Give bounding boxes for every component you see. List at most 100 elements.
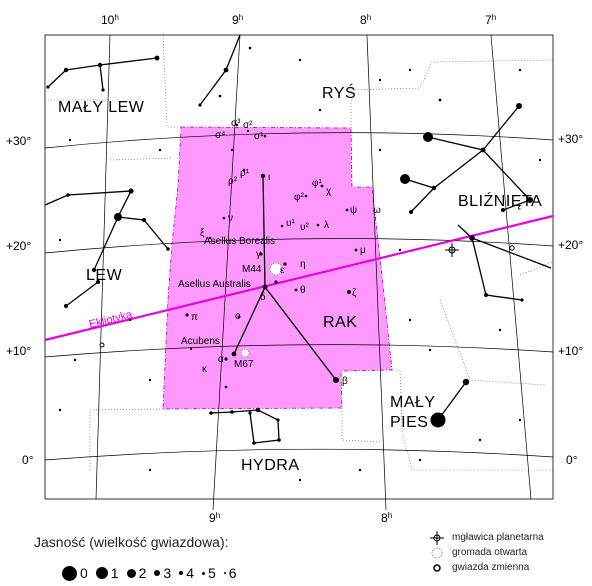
dec-label-20-right: +20° — [558, 238, 583, 252]
star-label-iota: ι — [268, 172, 270, 183]
magnitude-label: 3 — [163, 565, 172, 581]
magnitude-dot — [126, 568, 136, 578]
magnitude-dot — [201, 571, 205, 575]
dec-label-10-right: +10° — [558, 344, 583, 358]
constellation-label-canis-minor-2: PIES — [390, 414, 428, 431]
constellation-label-leo: LEW — [86, 267, 123, 284]
open-cluster-icon — [428, 546, 446, 560]
magnitude-item: 4 — [179, 565, 194, 581]
magnitude-dot — [223, 572, 226, 574]
ecliptic-label: Ekliptyka — [88, 308, 134, 331]
star-label-epsilon: ε — [280, 265, 285, 276]
star-label-xi: ξ — [200, 228, 205, 239]
star-name-acubens: Acubens — [181, 336, 220, 347]
star-label-rho2: ρ² — [228, 176, 238, 187]
star-label-nu: ν — [228, 213, 233, 224]
dec-label-0-right: 0° — [566, 453, 578, 467]
magnitude-scale: 0 1 2 3 4 5 6 — [62, 565, 241, 581]
object-legend: mgławica planetarna gromada otwarta gwia… — [428, 530, 544, 575]
constellation-label-cancer: RAK — [323, 314, 357, 331]
dec-label-0-left: 0° — [22, 453, 34, 467]
legend-label: mgławica planetarna — [452, 532, 544, 543]
magnitude-label: 0 — [80, 565, 88, 581]
constellation-label-lynx: RYŚ — [322, 83, 356, 102]
dec-label-30-right: +30° — [558, 132, 583, 146]
star-label-phi1: φ¹ — [312, 178, 322, 189]
dec-label-20-left: +20° — [6, 239, 31, 253]
planetary-nebula-marker — [445, 243, 459, 257]
constellation-label-canis-minor-1: MAŁY — [390, 394, 436, 411]
magnitude-label: 6 — [228, 565, 237, 581]
variable-star-icon — [428, 561, 446, 575]
magnitude-item: 3 — [154, 565, 171, 581]
star-label-delta: δ — [260, 292, 266, 303]
m67-cluster-marker — [240, 348, 250, 358]
star-label-omicron: ο — [235, 311, 241, 322]
magnitude-item: 6 — [223, 565, 237, 581]
planetary-nebula-icon — [428, 530, 446, 545]
legend-label: gromada otwarta — [452, 547, 528, 558]
star-label-kappa: κ — [202, 364, 208, 375]
star-label-omega: ω — [373, 205, 381, 216]
legend-label: gwiazda zmienna — [452, 562, 530, 573]
ra-lines — [95, 34, 532, 511]
star-label-pi: π — [191, 312, 198, 323]
ra-label-10h: 10h — [101, 13, 119, 27]
variable-star-marker — [99, 342, 105, 348]
magnitude-dot — [179, 571, 184, 575]
magnitude-dot — [154, 570, 161, 576]
magnitude-label: 4 — [186, 565, 194, 581]
star-label-eta: η — [300, 259, 306, 270]
m44-cluster-marker — [269, 262, 283, 276]
constellation-label-hydra: HYDRA — [241, 457, 300, 474]
star-label-rho1: ρ¹ — [240, 168, 250, 179]
legend-row-variable-star: gwiazda zmienna — [428, 560, 544, 575]
magnitude-dot — [62, 565, 77, 581]
star-label-beta: β — [342, 376, 348, 387]
constellation-label-leo-minor: MAŁY LEW — [58, 99, 145, 116]
stars — [46, 46, 542, 482]
legend-row-planetary-nebula: mgławica planetarna — [428, 530, 544, 545]
star-label-gamma: γ — [256, 249, 261, 260]
star-label-zeta: ζ — [352, 288, 357, 299]
magnitude-label: 2 — [138, 565, 147, 581]
dec-label-30-left: +30° — [6, 134, 31, 148]
star-name-asellus-borealis: Asellus Borealis — [204, 236, 275, 247]
star-label-theta: θ — [300, 285, 306, 296]
magnitude-dot — [95, 567, 108, 579]
object-label-m44: M44 — [242, 264, 262, 275]
star-label-sigma1: σ¹ — [254, 131, 264, 142]
star-label-sigma3: σ³ — [231, 118, 241, 129]
magnitude-label: 1 — [110, 565, 119, 581]
dec-label-10-left: +10° — [6, 344, 31, 358]
star-label-phi2: φ² — [294, 192, 304, 203]
ra-label-8h-bottom: 8h — [381, 511, 392, 525]
star-label-sigma4: σ⁴ — [215, 130, 225, 141]
star-label-sigma2: σ² — [243, 120, 253, 131]
magnitude-item: 5 — [201, 565, 216, 581]
magnitude-item: 1 — [95, 565, 119, 581]
variable-star-marker — [509, 245, 515, 251]
legend-row-open-cluster: gromada otwarta — [428, 545, 544, 560]
star-label-chi: χ — [326, 186, 332, 197]
legend-title: Jasność (wielkość gwiazdowa): — [34, 534, 229, 550]
star-label-mu: μ — [360, 245, 366, 256]
constellation-label-gemini: BLIŹNIĘTA — [458, 191, 542, 210]
chart-frame — [44, 34, 554, 500]
star-label-lambda: λ — [324, 220, 329, 231]
magnitude-item: 2 — [126, 565, 147, 581]
magnitude-label: 5 — [207, 565, 216, 581]
star-name-asellus-australis: Asellus Australis — [178, 279, 251, 290]
ra-label-9h: 9h — [232, 13, 243, 27]
star-label-upsilon2: υ² — [300, 222, 309, 233]
star-label-psi: ψ — [350, 205, 357, 216]
object-label-m67: M67 — [234, 359, 254, 370]
ra-label-9h-bottom: 9h — [209, 511, 220, 525]
constellation-boundaries — [45, 34, 554, 471]
star-label-upsilon1: υ¹ — [286, 218, 295, 229]
ra-label-7h: 7h — [485, 13, 496, 27]
star-label-alpha: α — [218, 354, 224, 365]
ra-label-8h: 8h — [360, 13, 371, 27]
magnitude-item: 0 — [62, 565, 88, 581]
